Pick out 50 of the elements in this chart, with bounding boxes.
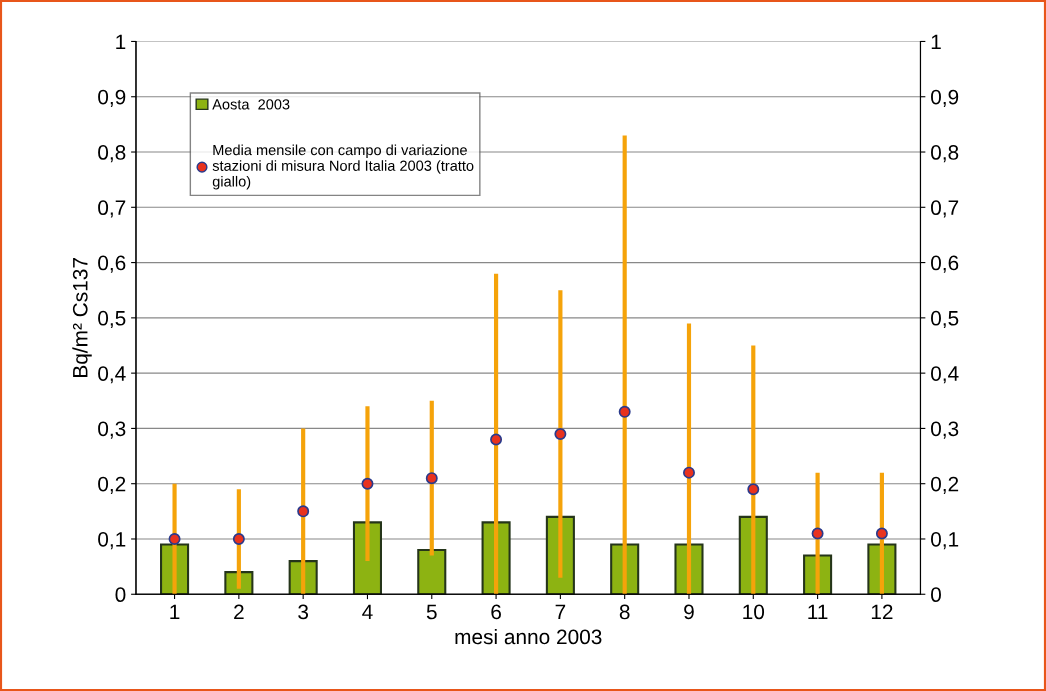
point [683, 466, 695, 479]
x-tick-label: 10 [743, 604, 765, 620]
y-tick-label: 0,7 [98, 200, 126, 218]
point [875, 527, 888, 540]
y2-tick-label: 0,2 [931, 476, 959, 494]
x-tick-label: 12 [871, 604, 893, 620]
y-tick-label: 0,2 [98, 476, 126, 494]
x-tick-label: 8 [619, 604, 630, 620]
point [232, 532, 245, 545]
point [811, 527, 824, 540]
x-tick-label: 5 [426, 604, 437, 620]
y-tick-label: 1 [116, 34, 126, 50]
y-tick-label: 0,5 [98, 310, 126, 329]
y2-tick-label: 0,4 [931, 366, 959, 384]
y-tick-label: 0,8 [98, 145, 126, 163]
point [747, 483, 760, 496]
point [554, 427, 567, 440]
y2-tick-label: 0,9 [931, 89, 959, 107]
x-tick-label: 3 [298, 604, 309, 620]
x-tick-label: 9 [684, 604, 694, 620]
x-tick-label: 6 [491, 604, 501, 620]
point [490, 433, 503, 446]
x-tick-label: 4 [362, 604, 373, 620]
x-tick-label: 1 [170, 604, 180, 620]
x-tick-label: 7 [555, 604, 566, 620]
y2-tick-label: 0,1 [931, 531, 959, 550]
y-tick-label: 0,1 [98, 531, 126, 550]
x-axis-title: mesi anno 2003 [455, 628, 602, 645]
y2-tick-label: 0,3 [931, 421, 959, 439]
x-tick-label: 2 [234, 604, 244, 620]
point [618, 405, 631, 418]
point [425, 472, 438, 485]
legend-label: Media mensile con campo di variazione stazioni di misura Nord Italia 2003 (tratto giallo) [212, 144, 474, 190]
y-tick-label: 0,4 [98, 366, 126, 384]
y2-tick-label: 0,6 [931, 255, 959, 273]
y2-tick-label: 0,8 [931, 145, 959, 163]
point [361, 477, 374, 490]
y-axis-title: Bq/m² Cs137 [72, 258, 92, 377]
legend-label: Aosta 2003 [212, 99, 290, 110]
y2-tick-label: 0 [931, 587, 941, 603]
y2-tick-label: 0,5 [931, 310, 959, 329]
y-tick-label: 0,6 [98, 255, 126, 273]
x-tick-label: 11 [808, 604, 828, 620]
y-tick-label: 0,3 [98, 421, 126, 439]
y-tick-label: 0 [115, 587, 126, 603]
point [297, 505, 310, 518]
y2-tick-label: 0,7 [931, 200, 959, 218]
y-tick-label: 0,9 [98, 89, 126, 107]
point [168, 532, 181, 545]
y2-tick-label: 1 [931, 34, 941, 50]
